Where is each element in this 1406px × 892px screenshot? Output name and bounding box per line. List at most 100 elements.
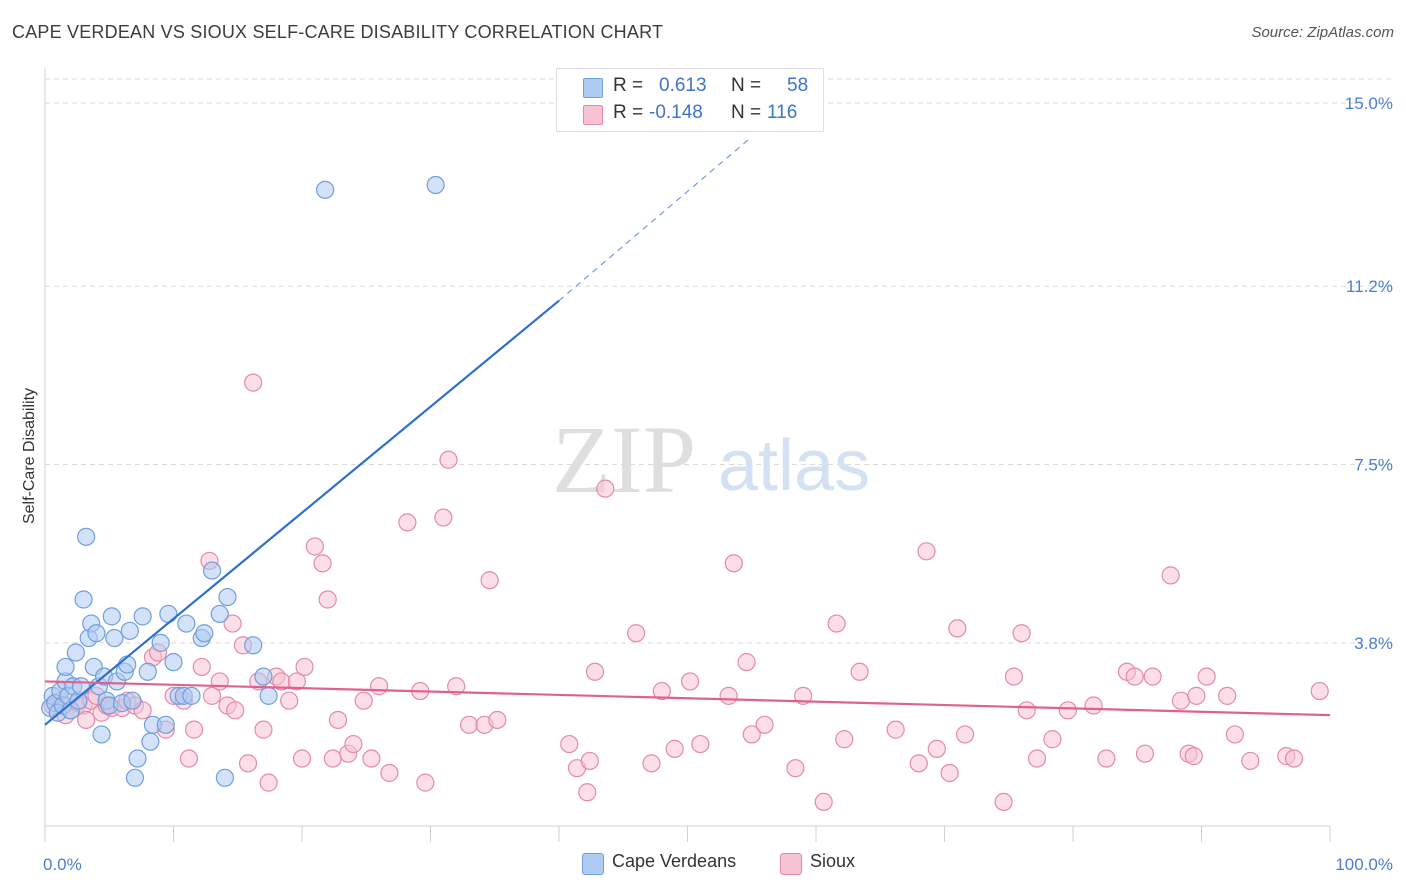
data-point — [254, 667, 273, 686]
data-point — [287, 672, 306, 691]
data-point — [380, 763, 399, 783]
data-point — [814, 792, 833, 812]
watermark-atlas: atlas — [718, 426, 870, 506]
data-point — [344, 734, 363, 754]
n-label: N = — [731, 75, 762, 96]
data-point — [128, 749, 147, 768]
r-value: 0.613 — [659, 75, 707, 96]
data-point — [123, 691, 142, 710]
data-point — [202, 686, 222, 705]
data-point — [133, 607, 152, 626]
data-point — [223, 614, 242, 633]
data-point — [87, 624, 106, 643]
data-point — [202, 561, 222, 580]
data-point — [665, 739, 684, 758]
data-point — [259, 686, 278, 705]
data-point — [71, 677, 91, 696]
data-point — [105, 628, 124, 648]
data-point — [642, 754, 661, 773]
data-point — [226, 701, 245, 720]
data-point — [244, 636, 263, 655]
data-point — [244, 373, 263, 392]
data-point — [156, 715, 175, 734]
data-point — [164, 653, 183, 672]
data-point — [691, 734, 710, 754]
n-label: N = — [731, 102, 762, 123]
data-point — [955, 725, 975, 744]
data-point — [737, 653, 756, 672]
data-point — [210, 604, 229, 624]
data-point — [77, 527, 96, 546]
data-point — [1241, 751, 1260, 771]
legend-label-cape-verdeans: Cape Verdeans — [612, 851, 737, 871]
data-point — [316, 180, 335, 199]
r-value: -0.148 — [649, 102, 703, 123]
data-point — [927, 739, 946, 758]
data-point — [118, 655, 137, 674]
data-point — [1161, 566, 1180, 585]
data-point — [434, 508, 453, 527]
data-point — [1284, 749, 1304, 768]
y-tick-label: 7.5% — [1354, 456, 1393, 475]
data-point — [1084, 696, 1103, 715]
n-value: 58 — [787, 75, 809, 96]
x-tick-label-max: 100.0% — [1335, 855, 1393, 874]
data-point — [596, 479, 615, 498]
data-point — [1197, 667, 1216, 686]
chart-title: CAPE VERDEAN VS SIOUX SELF-CARE DISABILI… — [12, 22, 664, 42]
data-point — [1043, 730, 1062, 749]
data-points — [41, 175, 1329, 812]
data-point — [827, 614, 846, 633]
watermark-zip: ZIP — [552, 406, 696, 513]
data-point — [1125, 667, 1144, 686]
data-point — [362, 749, 381, 768]
data-point — [626, 624, 646, 643]
data-point — [447, 677, 466, 696]
trend-line-cape-verdeans-extension — [558, 136, 753, 302]
data-point — [120, 621, 139, 640]
tick-labels: 3.8% 7.5% 11.2% 15.0% 0.0% 100.0% — [43, 94, 1393, 874]
series-legend: Cape Verdeans Sioux — [0, 851, 1406, 879]
data-point — [323, 749, 342, 768]
data-point — [1135, 744, 1155, 763]
r-label: R = — [613, 102, 644, 123]
data-point — [1017, 701, 1036, 720]
data-point — [1097, 749, 1116, 768]
data-point — [488, 710, 507, 730]
data-point — [917, 542, 936, 561]
y-tick-label: 15.0% — [1345, 94, 1393, 113]
data-point — [210, 672, 229, 691]
data-point — [724, 554, 743, 573]
data-point — [940, 763, 959, 783]
data-point — [192, 657, 211, 677]
series-cape-verdeans — [41, 175, 445, 787]
data-point — [254, 720, 273, 739]
data-point — [1143, 667, 1162, 686]
r-label: R = — [613, 75, 644, 96]
data-point — [886, 720, 905, 739]
data-point — [459, 715, 479, 734]
data-point — [313, 554, 332, 573]
y-tick-label: 3.8% — [1354, 634, 1393, 653]
source-note: Source: ZipAtlas.com — [1251, 24, 1394, 41]
trend-line-cape-verdeans — [44, 299, 560, 726]
data-point — [850, 662, 869, 681]
data-point — [370, 677, 389, 696]
data-point — [578, 783, 597, 802]
data-point — [138, 662, 157, 681]
data-point — [909, 754, 928, 773]
trend-line-sioux — [44, 680, 1331, 717]
y-tick-label: 11.2% — [1346, 277, 1393, 296]
data-point — [292, 749, 312, 768]
data-point — [680, 672, 700, 691]
data-point — [151, 633, 170, 652]
data-point — [585, 662, 605, 681]
data-point — [177, 614, 196, 633]
data-point — [426, 175, 445, 195]
data-point — [66, 643, 85, 662]
legend-label-sioux: Sioux — [810, 851, 856, 871]
data-point — [1012, 624, 1031, 643]
data-point — [1171, 691, 1191, 710]
x-tick-label-min: 0.0% — [43, 855, 82, 874]
